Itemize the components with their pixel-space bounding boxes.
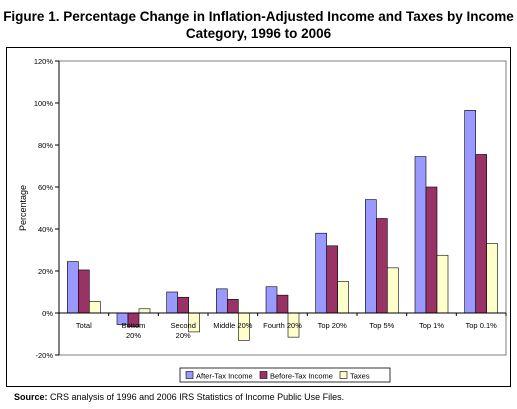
bar-after-tax-income [265, 286, 278, 314]
y-tick-label: -20% [35, 351, 53, 360]
bar-before-tax-income [276, 294, 289, 314]
x-tick-label: Top 20% [318, 321, 348, 330]
legend-swatch [259, 371, 268, 379]
bar-before-tax-income [177, 296, 189, 314]
bar-before-tax-income [425, 186, 438, 314]
x-tick-label: Fourth 20% [263, 321, 302, 330]
source-label: Source: [14, 392, 48, 402]
legend-swatch [185, 371, 194, 379]
y-tick-label: 120% [34, 57, 54, 66]
legend-box [179, 367, 391, 383]
bar-before-tax-income [227, 299, 239, 314]
y-axis-title: Percentage [18, 185, 28, 231]
chart-title-line-2: Category, 1996 to 2006 [185, 26, 332, 41]
bar-before-tax-income [376, 218, 388, 314]
y-tick-label: 0% [42, 309, 53, 318]
source-text: CRS analysis of 1996 and 2006 IRS Statis… [50, 392, 345, 402]
bar-after-tax-income [315, 232, 327, 314]
bars [67, 110, 507, 341]
y-tick-label: 80% [38, 141, 53, 150]
bar-before-tax-income [326, 245, 338, 314]
y-tick-label: 20% [38, 267, 53, 276]
y-tick-label: 60% [38, 183, 53, 192]
x-tick-label: Second 20% [170, 321, 195, 340]
legend-swatch [339, 371, 348, 379]
x-tick-label: Total [76, 321, 92, 330]
x-tick-label: Bottom 20% [122, 321, 146, 340]
bar-after-tax-income [166, 291, 178, 314]
x-tick-label: Top 5% [369, 321, 394, 330]
legend-label: Before-Tax Income [270, 372, 333, 381]
x-tick-label: Middle 20% [213, 321, 253, 330]
bar-taxes [138, 308, 151, 314]
x-axis-labels: Total Bottom 20% Second 20% Middle 20% Fourth … [76, 321, 497, 340]
legend: After-Tax Income Before-Tax Income Taxes [179, 367, 391, 383]
x-tick-label: Top 1% [419, 321, 444, 330]
bar-taxes [337, 281, 349, 314]
legend-label: After-Tax Income [196, 372, 253, 381]
bar-after-tax-income [365, 199, 377, 314]
bar-taxes [436, 254, 449, 314]
bar-taxes [486, 243, 498, 314]
legend-label: Taxes [350, 372, 370, 381]
source-note: Source: CRS analysis of 1996 and 2006 IR… [14, 392, 344, 402]
chart-title-line-1: Figure 1. Percentage Change in Inflation… [3, 9, 514, 24]
bar-taxes [89, 301, 101, 314]
chart-title: Figure 1. Percentage Change in Inflation… [0, 8, 517, 42]
y-axis: -20% 0% 20% 40% 60% 80% 100% 120% [34, 57, 60, 360]
bar-after-tax-income [464, 110, 476, 314]
bar-taxes [387, 267, 399, 314]
bar-before-tax-income [78, 269, 90, 314]
y-tick-label: 100% [34, 99, 54, 108]
x-tick-label: Top 0.1% [466, 321, 498, 330]
bar-after-tax-income [414, 156, 427, 314]
bar-after-tax-income [216, 288, 228, 314]
y-tick-label: 40% [38, 225, 53, 234]
bar-before-tax-income [475, 154, 487, 314]
bar-after-tax-income [67, 261, 79, 314]
